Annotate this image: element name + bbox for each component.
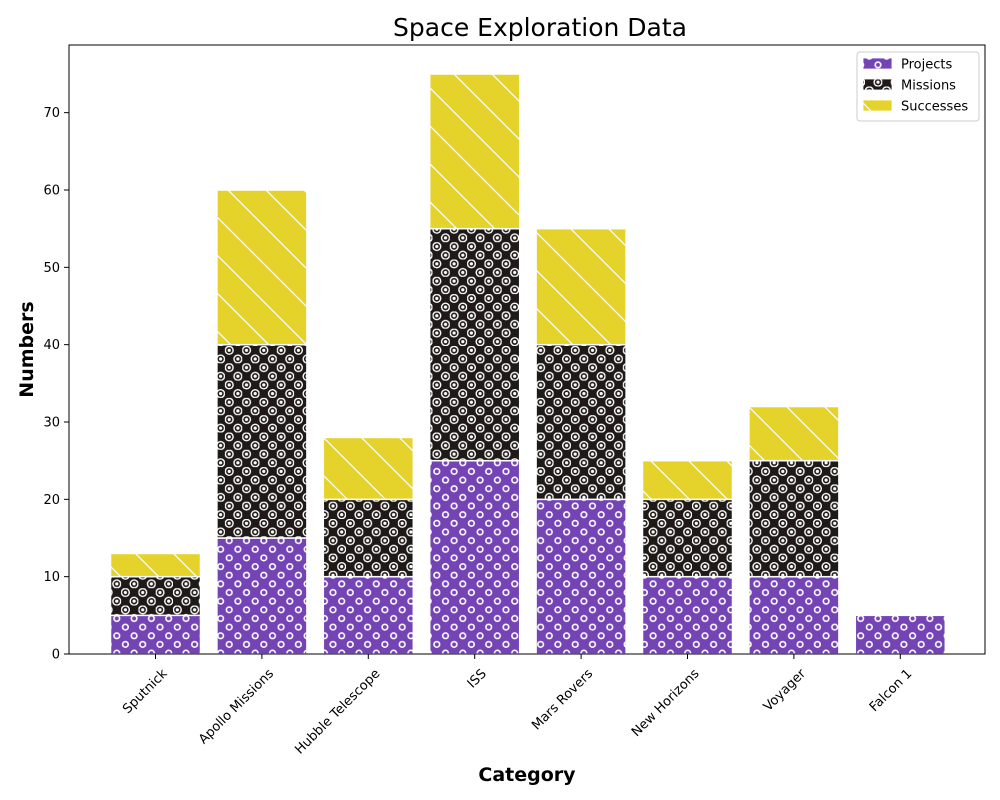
bar-successes-2 [322,436,415,501]
x-tick-label: Voyager [761,666,810,715]
x-tick-label: New Horizons [629,666,703,740]
legend-swatch-missions [862,78,893,91]
bar-projects-1 [216,537,308,655]
bar-missions-3 [428,227,521,462]
legend-swatch-successes [862,99,893,112]
bar-projects-4 [535,498,627,655]
bar-projects-0 [109,614,202,655]
y-tick-label: 30 [43,416,60,431]
bar-missions-6 [748,459,840,578]
x-tick-label: Sputnick [120,666,171,717]
bar-projects-2 [322,575,415,655]
y-tick-label: 60 [43,184,60,199]
x-tick-label: ISS [465,666,490,691]
bar-projects-5 [641,575,734,655]
bar-successes-4 [535,227,627,346]
legend-swatch-projects [862,57,893,70]
bar-missions-4 [535,343,627,501]
bar-missions-5 [641,498,734,578]
x-tick-label: Hubble Telescope [292,666,383,757]
y-tick-label: 70 [43,106,60,121]
bar-successes-0 [109,552,202,578]
bar-successes-3 [428,73,521,230]
bar-missions-2 [322,498,415,578]
x-axis-ticks: Sputnick Apollo Missions Hubble Telescope I… [120,654,915,757]
bar-successes-1 [216,189,308,346]
axes-group [68,44,986,655]
bar-successes-6 [748,405,840,462]
legend-label-successes: Successes [901,100,968,115]
x-tick-label: Apollo Missions [196,666,277,747]
y-tick-label: 40 [43,338,60,353]
y-tick-label: 0 [52,648,60,663]
y-axis-label: Numbers [16,301,38,397]
legend-label-projects: Projects [901,58,952,73]
y-axis-ticks: 0 10 20 30 40 50 60 70 [43,106,69,663]
y-tick-label: 20 [43,493,60,508]
bar-projects-7 [854,614,947,655]
legend-label-missions: Missions [901,79,956,94]
chart-title: Space Exploration Data [393,13,687,42]
x-axis-label: Category [478,764,576,786]
bar-projects-3 [428,459,521,655]
plot-frame [68,44,986,655]
y-tick-label: 10 [43,570,60,585]
bars-group [109,73,947,655]
legend: Projects Missions Successes [856,51,980,122]
bar-projects-6 [748,575,840,655]
bar-missions-0 [109,575,202,617]
x-tick-label: Falcon 1 [867,666,916,715]
bar-missions-1 [216,343,308,539]
bar-successes-5 [641,459,734,501]
y-tick-label: 50 [43,261,60,276]
x-tick-label: Mars Rovers [529,666,596,733]
